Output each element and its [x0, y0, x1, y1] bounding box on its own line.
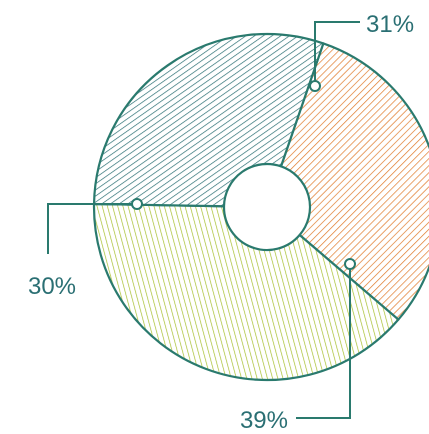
leader-line-39 — [296, 264, 351, 419]
slice-label-31: 31% — [366, 11, 414, 38]
slice-30 — [92, 32, 325, 208]
slice-label-39: 39% — [240, 407, 288, 434]
slice-39 — [92, 202, 400, 382]
callout-dot-31 — [309, 80, 321, 92]
slice-label-30: 30% — [28, 273, 76, 300]
slices-layer — [92, 32, 429, 382]
leader-line-30 — [47, 203, 137, 254]
callout-dot-39 — [344, 258, 356, 270]
callout-dot-30 — [131, 198, 143, 210]
leader-line-31 — [314, 21, 360, 86]
annotations-layer: 31% 39% 30% — [28, 11, 414, 434]
